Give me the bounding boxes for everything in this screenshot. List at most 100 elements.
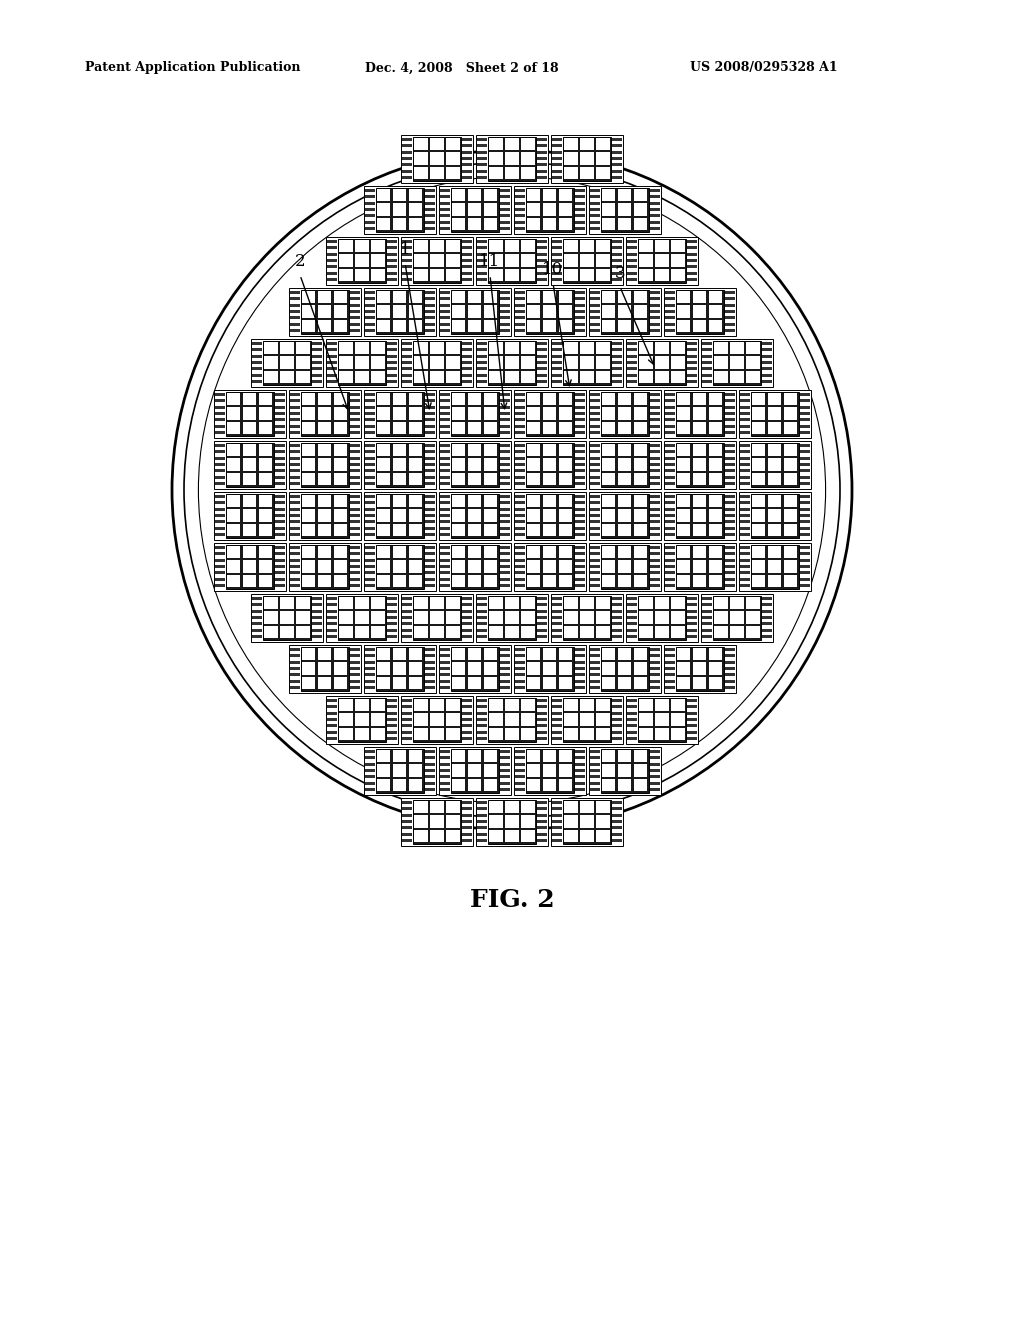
Bar bbox=[477, 252, 487, 256]
Bar bbox=[274, 520, 285, 523]
Bar bbox=[709, 422, 722, 434]
Bar bbox=[402, 380, 412, 383]
Bar bbox=[617, 750, 632, 762]
Bar bbox=[590, 470, 599, 473]
Bar bbox=[552, 259, 562, 261]
Bar bbox=[387, 252, 397, 256]
Bar bbox=[514, 322, 524, 326]
Bar bbox=[665, 393, 675, 396]
Bar bbox=[552, 610, 562, 612]
Bar bbox=[687, 622, 697, 626]
Bar bbox=[800, 425, 810, 428]
Bar bbox=[730, 611, 743, 623]
Bar bbox=[714, 597, 728, 609]
Bar bbox=[574, 405, 585, 409]
Bar bbox=[537, 700, 547, 702]
Bar bbox=[439, 209, 450, 211]
Bar bbox=[649, 565, 659, 568]
Bar bbox=[376, 544, 424, 589]
Bar bbox=[581, 371, 594, 383]
Bar bbox=[783, 422, 798, 434]
Bar bbox=[639, 356, 653, 368]
Bar bbox=[649, 292, 659, 294]
Bar bbox=[226, 576, 241, 587]
Bar bbox=[590, 578, 599, 581]
Bar bbox=[596, 801, 610, 813]
Bar bbox=[290, 304, 299, 306]
Bar bbox=[439, 220, 450, 223]
Bar bbox=[414, 713, 428, 726]
Bar bbox=[768, 422, 781, 434]
Bar bbox=[349, 450, 359, 454]
Bar bbox=[439, 310, 450, 313]
Bar bbox=[559, 764, 572, 776]
Bar bbox=[483, 545, 498, 558]
Bar bbox=[692, 393, 707, 405]
Bar bbox=[387, 711, 397, 714]
Text: US 2008/0295328 A1: US 2008/0295328 A1 bbox=[690, 62, 838, 74]
Bar bbox=[376, 748, 424, 792]
Bar bbox=[800, 527, 810, 529]
Bar bbox=[800, 565, 810, 568]
Bar bbox=[468, 444, 481, 455]
Bar bbox=[489, 342, 503, 354]
Bar bbox=[649, 502, 659, 504]
Bar bbox=[612, 635, 622, 638]
Bar bbox=[290, 425, 299, 428]
Bar bbox=[564, 713, 578, 726]
Bar bbox=[439, 418, 450, 421]
Bar bbox=[639, 269, 653, 281]
Bar bbox=[639, 729, 653, 741]
Bar bbox=[692, 458, 707, 471]
Bar bbox=[452, 422, 465, 434]
Bar bbox=[739, 520, 750, 523]
Bar bbox=[514, 310, 524, 313]
Bar bbox=[365, 680, 375, 682]
Bar bbox=[746, 626, 760, 639]
Bar bbox=[752, 393, 765, 405]
Bar bbox=[274, 527, 285, 529]
Bar bbox=[414, 356, 428, 368]
Bar bbox=[402, 705, 412, 709]
Bar bbox=[414, 371, 428, 383]
Bar bbox=[483, 290, 498, 304]
Bar bbox=[355, 356, 369, 368]
Bar bbox=[439, 425, 450, 428]
Bar bbox=[665, 470, 675, 473]
Bar bbox=[355, 729, 369, 741]
Bar bbox=[402, 169, 412, 173]
Bar bbox=[543, 290, 556, 304]
Bar bbox=[800, 495, 810, 498]
Bar bbox=[627, 348, 637, 351]
Bar bbox=[349, 495, 359, 498]
Bar bbox=[430, 816, 443, 828]
Bar bbox=[739, 558, 750, 562]
Bar bbox=[649, 533, 659, 536]
Bar bbox=[274, 450, 285, 454]
Bar bbox=[617, 495, 632, 507]
Bar bbox=[537, 737, 547, 739]
Bar bbox=[290, 520, 299, 523]
Bar bbox=[365, 553, 375, 556]
Bar bbox=[687, 259, 697, 261]
Bar bbox=[602, 444, 615, 455]
Bar bbox=[590, 444, 599, 447]
Bar bbox=[226, 422, 241, 434]
Bar bbox=[425, 527, 434, 529]
Bar bbox=[581, 152, 594, 165]
Bar bbox=[500, 558, 510, 562]
Bar bbox=[649, 425, 659, 428]
Bar bbox=[739, 578, 750, 581]
Bar bbox=[514, 317, 524, 319]
Bar bbox=[665, 400, 675, 403]
Bar bbox=[326, 594, 398, 642]
Bar bbox=[612, 176, 622, 178]
Bar bbox=[627, 730, 637, 734]
Bar bbox=[252, 380, 262, 383]
Bar bbox=[671, 269, 685, 281]
Bar bbox=[392, 677, 407, 689]
Bar bbox=[687, 616, 697, 619]
Bar bbox=[596, 698, 610, 711]
Bar bbox=[725, 482, 734, 484]
Bar bbox=[514, 756, 524, 759]
